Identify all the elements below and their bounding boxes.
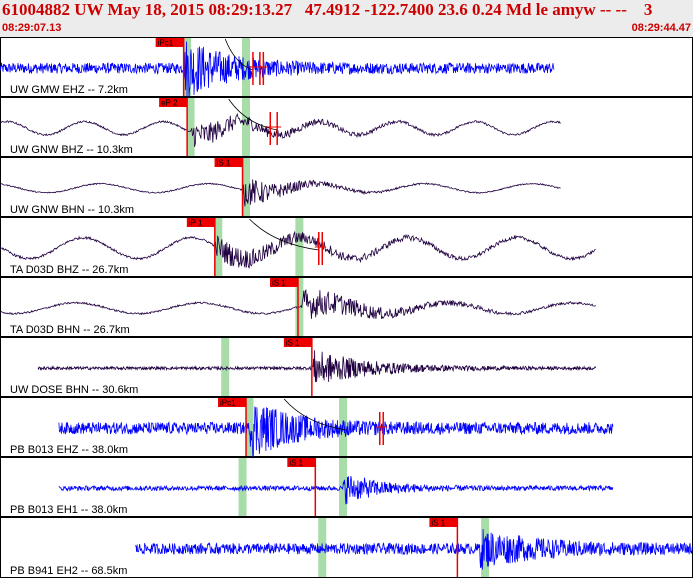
end-time: 08:29:44.47 [631,22,691,34]
channel-label: PB B013 EHZ -- 38.0km [10,444,128,456]
time-window-band [245,398,254,456]
travel-time-arc [228,98,278,131]
waveform-trace [58,475,614,505]
channel-label: UW DOSE BHN -- 30.6km [10,384,138,396]
phase-pick-flag[interactable] [186,218,215,227]
phase-pick-flag[interactable] [429,518,458,527]
phase-pick-flag[interactable] [283,338,312,347]
waveform-trace [58,406,614,459]
travel-time-arc [224,38,254,71]
waveform-trace [134,528,693,570]
phase-pick-label: eP 2 [161,99,178,108]
phase-pick-label: iS 1 [431,519,445,528]
channel-label: UW GNW BHN -- 10.3km [10,204,134,216]
channel-label: PB B013 EH1 -- 38.0km [10,504,127,516]
phase-pick-label: iS 1 [272,279,286,288]
time-window-band [242,98,251,156]
phase-pick-label: iPc1 [158,39,174,48]
phase-pick-flag[interactable] [214,158,243,167]
time-window-band [221,338,230,396]
waveform-trace [0,113,561,147]
time-window-band [238,458,247,516]
phase-pick-flag[interactable] [218,398,247,407]
time-window-band [214,218,223,276]
phase-pick-label: iS 1 [217,159,231,168]
waveform-trace [0,179,561,207]
phase-pick-flag[interactable] [155,38,184,47]
channel-label: PB B941 EH2 -- 68.5km [10,565,127,577]
channel-label: TA D03D BHZ -- 26.7km [10,264,128,276]
event-title: 61004882 UW May 18, 2015 08:29:13.27 47.… [2,0,653,19]
time-window-band [295,218,304,276]
start-time: 08:29:07.13 [2,22,62,34]
phase-pick-label: iS 1 [286,339,300,348]
travel-time-arc [283,398,347,431]
waveform-trace [0,41,555,98]
channel-label: UW GMW EHZ -- 7.2km [10,84,128,96]
waveform-trace [0,230,596,269]
phase-pick-label: iPc1 [220,399,236,408]
phase-pick-flag[interactable] [287,458,316,467]
phase-pick-flag[interactable] [159,98,188,107]
phase-pick-label: iS 1 [289,459,303,468]
travel-time-arc [249,218,319,251]
time-window-band [186,98,195,156]
seismogram-panel[interactable]: iPc1 UW GMW EHZ -- 7.2km eP 2 UW GNW BHZ --… [0,37,693,578]
phase-pick-label: iP 1 [189,219,203,228]
event-header: 61004882 UW May 18, 2015 08:29:13.27 47.… [0,0,693,37]
channel-label: TA D03D BHN -- 26.7km [10,324,130,336]
channel-label: UW GNW BHZ -- 10.3km [10,144,133,156]
waveform-trace [37,350,596,383]
phase-pick-flag[interactable] [269,278,298,287]
time-window-band [481,518,490,577]
time-window-band [339,398,348,456]
